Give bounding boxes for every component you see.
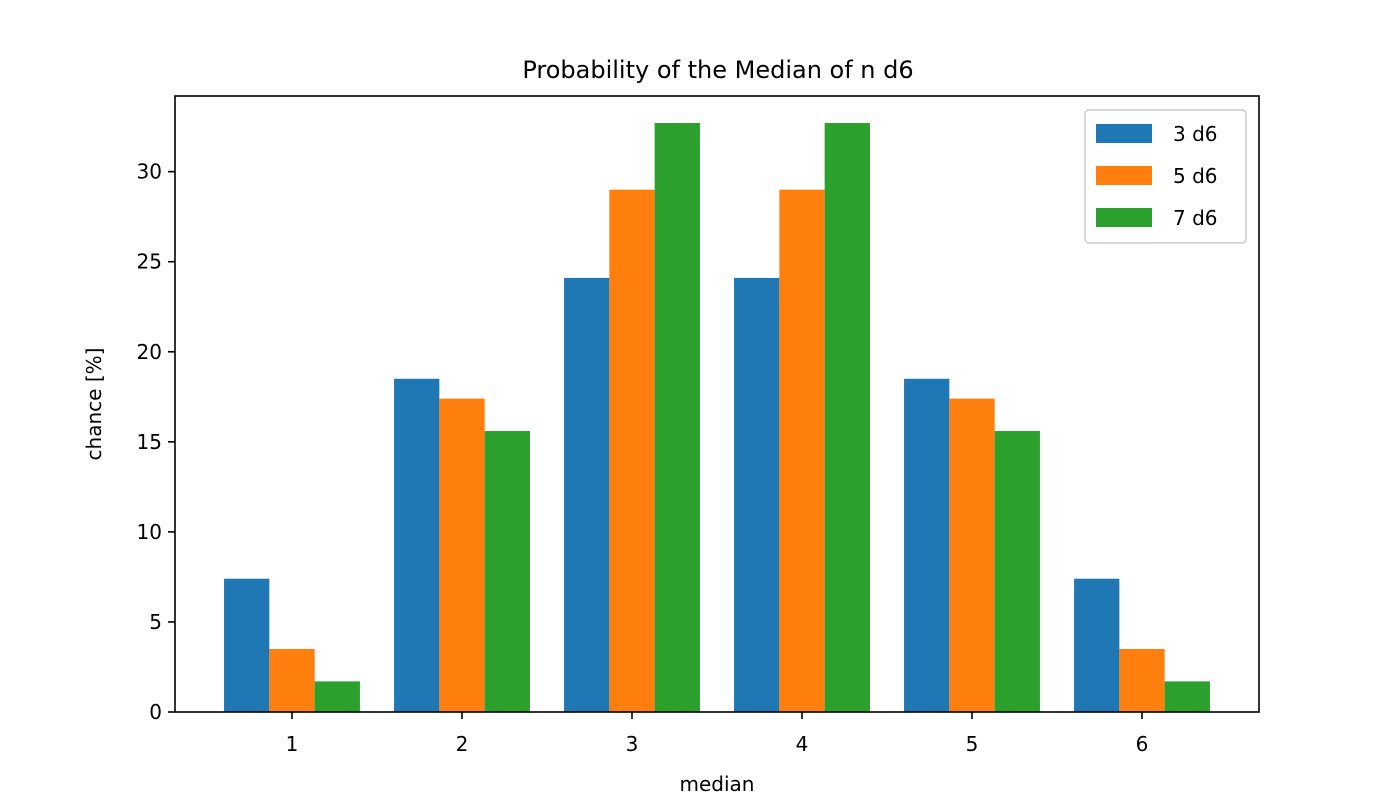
legend-swatch-1 xyxy=(1096,124,1152,143)
bar-series-1-cat-4 xyxy=(734,277,780,712)
x-tick-label: 2 xyxy=(456,732,469,756)
bar-series-2-cat-6 xyxy=(1119,648,1165,712)
bar-series-3-cat-3 xyxy=(654,123,700,712)
bar-series-2-cat-5 xyxy=(949,398,995,712)
chart-title: Probability of the Median of n d6 xyxy=(522,56,913,84)
y-tick-label: 5 xyxy=(149,610,162,634)
y-axis-label: chance [%] xyxy=(82,348,106,461)
legend-swatch-2 xyxy=(1096,166,1152,185)
y-tick-label: 0 xyxy=(149,700,162,724)
y-tick-label: 15 xyxy=(137,430,162,454)
bar-series-3-cat-1 xyxy=(314,681,360,712)
bar-series-2-cat-3 xyxy=(609,189,655,712)
bar-series-1-cat-2 xyxy=(394,378,440,712)
x-tick-label: 3 xyxy=(626,732,639,756)
x-tick-label: 1 xyxy=(286,732,299,756)
x-tick-label: 4 xyxy=(796,732,809,756)
bar-series-1-cat-6 xyxy=(1074,578,1120,712)
y-tick-label: 20 xyxy=(137,340,162,364)
x-axis: 1 2 3 4 5 6 xyxy=(286,712,1149,756)
plot-frame xyxy=(174,95,1260,713)
bar-series-2-cat-1 xyxy=(269,648,315,712)
legend-label-3: 7 d6 xyxy=(1173,206,1218,230)
legend-label-2: 5 d6 xyxy=(1173,164,1218,188)
y-tick-label: 25 xyxy=(137,250,162,274)
bars-group xyxy=(224,123,1210,712)
bar-series-3-cat-2 xyxy=(484,431,530,712)
y-tick-label: 30 xyxy=(137,160,162,184)
bar-series-3-cat-4 xyxy=(824,123,870,712)
bar-series-1-cat-3 xyxy=(564,277,610,712)
legend: 3 d6 5 d6 7 d6 xyxy=(1084,109,1247,244)
bar-series-3-cat-6 xyxy=(1164,681,1210,712)
legend-swatch-3 xyxy=(1096,208,1152,227)
x-tick-label: 5 xyxy=(966,732,979,756)
bar-series-2-cat-4 xyxy=(779,189,825,712)
y-tick-label: 10 xyxy=(137,520,162,544)
legend-label-1: 3 d6 xyxy=(1173,122,1218,146)
bar-series-1-cat-1 xyxy=(224,578,270,712)
y-axis: 0 5 10 15 20 25 30 xyxy=(137,160,175,724)
bar-series-2-cat-2 xyxy=(439,398,485,712)
bar-series-1-cat-5 xyxy=(904,378,950,712)
x-tick-label: 6 xyxy=(1136,732,1149,756)
x-axis-label: median xyxy=(680,772,755,796)
bar-series-3-cat-5 xyxy=(994,431,1040,712)
